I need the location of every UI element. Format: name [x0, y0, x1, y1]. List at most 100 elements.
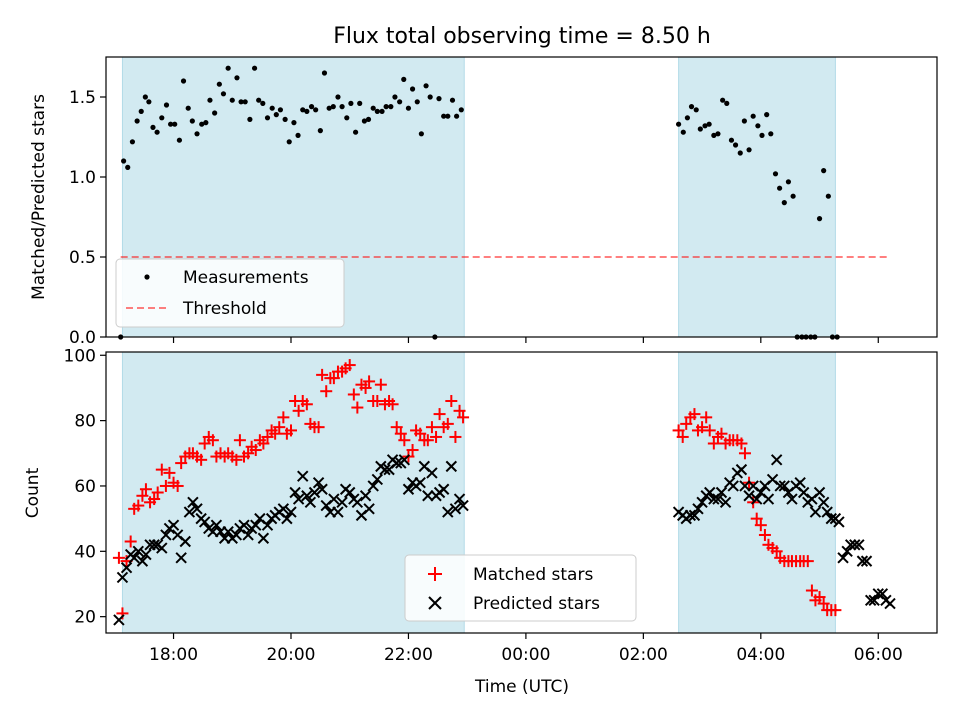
matched-star-point [159, 479, 172, 492]
measurement-point [212, 110, 218, 116]
measurement-point [180, 78, 187, 84]
predicted-star-point [187, 496, 199, 509]
matched-star-point [292, 404, 305, 417]
measurement-point [383, 104, 389, 110]
predicted-star-point [398, 454, 411, 466]
predicted-star-point [868, 594, 880, 607]
measurement-point [675, 121, 682, 127]
predicted-star-point [786, 493, 798, 505]
matched-star-point [124, 535, 137, 548]
predicted-star-point [837, 552, 849, 564]
matched-star-point [136, 489, 149, 502]
predicted-star-point [179, 535, 191, 548]
predicted-star-point [688, 509, 701, 522]
x-tick-label: 20:00 [266, 645, 315, 665]
measurement-point [295, 132, 301, 138]
measurement-point [282, 116, 288, 122]
measurement-point [172, 121, 178, 127]
matched-star-point [155, 463, 168, 476]
predicted-star-point [128, 552, 140, 564]
bottom-ylabel: Count [23, 467, 43, 518]
predicted-star-point [390, 457, 403, 469]
predicted-star-point [136, 555, 149, 567]
predicted-star-point [809, 506, 822, 518]
predicted-star-point [696, 496, 708, 509]
predicted-star-point [833, 516, 845, 528]
matched-star-point [316, 368, 329, 381]
measurement-point [768, 131, 774, 137]
predicted-star-point [183, 506, 196, 518]
matched-star-point [457, 411, 470, 424]
matched-star-point [257, 437, 270, 450]
x-tick-label: 04:00 [736, 645, 785, 665]
measurement-point [724, 100, 730, 106]
predicted-star-point [876, 588, 889, 600]
measurement-point [138, 108, 144, 114]
matched-star-point [398, 434, 411, 447]
measurement-point [750, 113, 756, 119]
measurement-point [759, 132, 765, 138]
predicted-star-point [351, 496, 364, 509]
predicted-star-point [727, 480, 739, 492]
matched-star-point [770, 545, 783, 558]
predicted-star-point [813, 486, 826, 499]
predicted-star-point [113, 614, 125, 626]
matched-star-point [175, 457, 188, 470]
predicted-star-point [222, 526, 234, 538]
measurement-point [159, 115, 165, 121]
measurement-point [454, 113, 460, 119]
predicted-star-point [825, 512, 837, 525]
matched-star-point [715, 427, 728, 440]
matched-star-point [363, 375, 376, 388]
shaded-interval [678, 351, 836, 634]
matched-star-point [394, 427, 407, 440]
x-axis-label: Time (UTC) [474, 677, 569, 697]
measurement-point [702, 123, 708, 129]
predicted-star-point [414, 476, 426, 489]
matched-star-point [233, 434, 246, 447]
predicted-star-point [281, 512, 293, 525]
measurement-point [317, 128, 323, 134]
legend-matched-marker [428, 567, 442, 581]
matched-star-point [676, 430, 689, 443]
measurement-point [189, 118, 195, 124]
x-tick-label: 18:00 [149, 645, 198, 665]
measurement-point [330, 104, 336, 110]
predicted-star-point [445, 460, 458, 473]
predicted-star-point [175, 552, 187, 564]
measurement-point [737, 150, 743, 156]
matched-star-point [754, 519, 767, 532]
measurement-point [142, 94, 148, 100]
predicted-star-point [116, 571, 129, 584]
measurement-point [409, 86, 416, 92]
measurement-point [225, 65, 231, 71]
bottom-legend: Matched stars Predicted stars [404, 554, 637, 622]
measurement-point [449, 97, 456, 103]
measurement-point [242, 99, 248, 105]
matched-star-point [430, 430, 443, 443]
matched-star-point [445, 395, 458, 408]
measurement-point [277, 107, 284, 113]
predicted-star-point [778, 480, 791, 492]
x-tick-label: 02:00 [619, 645, 668, 665]
matched-star-point [414, 427, 427, 440]
predicted-star-point [328, 493, 340, 505]
measurement-point [401, 76, 407, 82]
y-tick-label: 60 [74, 477, 96, 497]
matched-star-point [700, 411, 713, 424]
measurement-point [370, 105, 376, 111]
predicted-star-point [422, 490, 434, 502]
predicted-star-point [230, 529, 243, 541]
measurement-point [728, 137, 735, 143]
predicted-star-point [359, 490, 372, 502]
predicted-star-point [140, 548, 152, 561]
x-tick-label: 00:00 [501, 645, 550, 665]
predicted-star-point [853, 539, 865, 551]
measurement-point [216, 81, 222, 87]
predicted-star-point [453, 493, 466, 505]
predicted-star-point [363, 503, 375, 515]
legend-measurements-marker [144, 274, 150, 280]
measurement-point [335, 94, 341, 100]
measurement-point [256, 97, 262, 103]
matched-star-point [738, 447, 751, 460]
